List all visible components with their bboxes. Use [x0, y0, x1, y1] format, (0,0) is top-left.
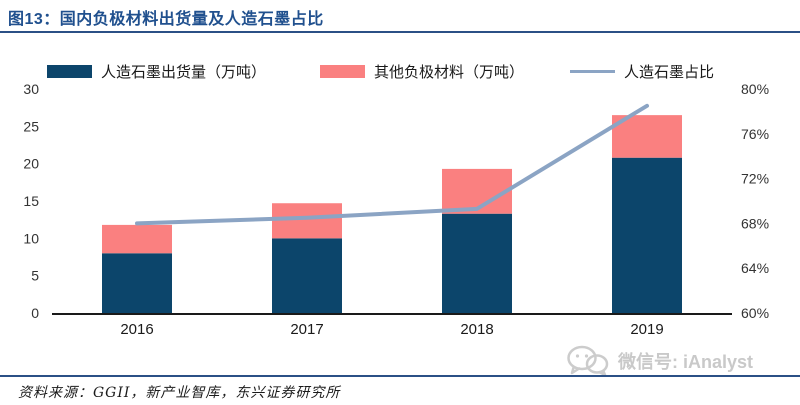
wechat-icon	[567, 345, 609, 377]
bar-segment-2019-artificial-graphite	[612, 157, 682, 313]
x-axis-label-2016: 2016	[120, 321, 153, 338]
bar-segment-2016-artificial-graphite	[102, 253, 172, 313]
right-axis-tick-72%: 72%	[741, 171, 769, 187]
x-axis-label-2017: 2017	[290, 321, 323, 338]
right-axis-tick-76%: 76%	[741, 126, 769, 142]
legend-label: 人造石墨占比	[624, 63, 715, 81]
x-axis-label-2019: 2019	[630, 321, 663, 338]
bar-segment-2016-other-anode	[102, 224, 172, 254]
bar-segment-2017-other-anode	[272, 203, 342, 239]
legend-item-artificial-graphite-bars: 人造石墨出货量（万吨）	[47, 62, 267, 81]
wechat-watermark: 微信号: iAnalyst	[566, 345, 753, 377]
left-axis-tick-20: 20	[23, 156, 39, 172]
wechat-id-text: 微信号: iAnalyst	[618, 352, 754, 372]
bar-segment-2018-other-anode	[442, 168, 512, 214]
left-axis-tick-25: 25	[23, 118, 39, 134]
left-axis-tick-5: 5	[31, 268, 39, 284]
left-axis-tick-15: 15	[23, 193, 39, 209]
bar-segment-2018-artificial-graphite	[442, 213, 512, 313]
legend-label: 人造石墨出货量（万吨）	[101, 63, 267, 81]
legend-swatch-navy	[47, 64, 92, 78]
data-source-note: 资料来源：GGII，新产业智库，东兴证券研究所	[18, 385, 341, 401]
chart-legend: 人造石墨出货量（万吨） 其他负极材料（万吨） 人造石墨占比	[0, 62, 800, 81]
right-axis-tick-80%: 80%	[741, 81, 769, 97]
footer-divider	[0, 375, 800, 377]
right-axis-tick-68%: 68%	[741, 215, 769, 231]
legend-item-other-anode-bars: 其他负极材料（万吨）	[320, 62, 525, 81]
left-axis-tick-30: 30	[23, 81, 39, 97]
bar-segment-2017-artificial-graphite	[272, 238, 342, 313]
legend-item-share-line: 人造石墨占比	[570, 62, 715, 81]
left-axis-tick-10: 10	[23, 230, 39, 246]
right-axis-tick-64%: 64%	[741, 260, 769, 276]
share-trend-line	[135, 103, 649, 226]
left-axis-tick-0: 0	[31, 305, 39, 321]
legend-swatch-line	[570, 69, 615, 73]
legend-swatch-pink	[320, 64, 365, 78]
chart-title: 图13：国内负极材料出货量及人造石墨占比	[8, 11, 324, 28]
title-divider	[0, 31, 800, 33]
legend-label: 其他负极材料（万吨）	[374, 63, 525, 81]
x-axis-label-2018: 2018	[460, 321, 493, 338]
right-axis-tick-60%: 60%	[741, 305, 769, 321]
